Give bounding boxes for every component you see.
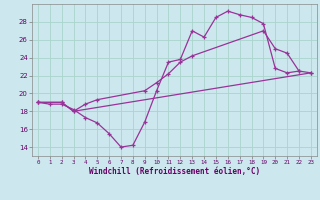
X-axis label: Windchill (Refroidissement éolien,°C): Windchill (Refroidissement éolien,°C) (89, 167, 260, 176)
